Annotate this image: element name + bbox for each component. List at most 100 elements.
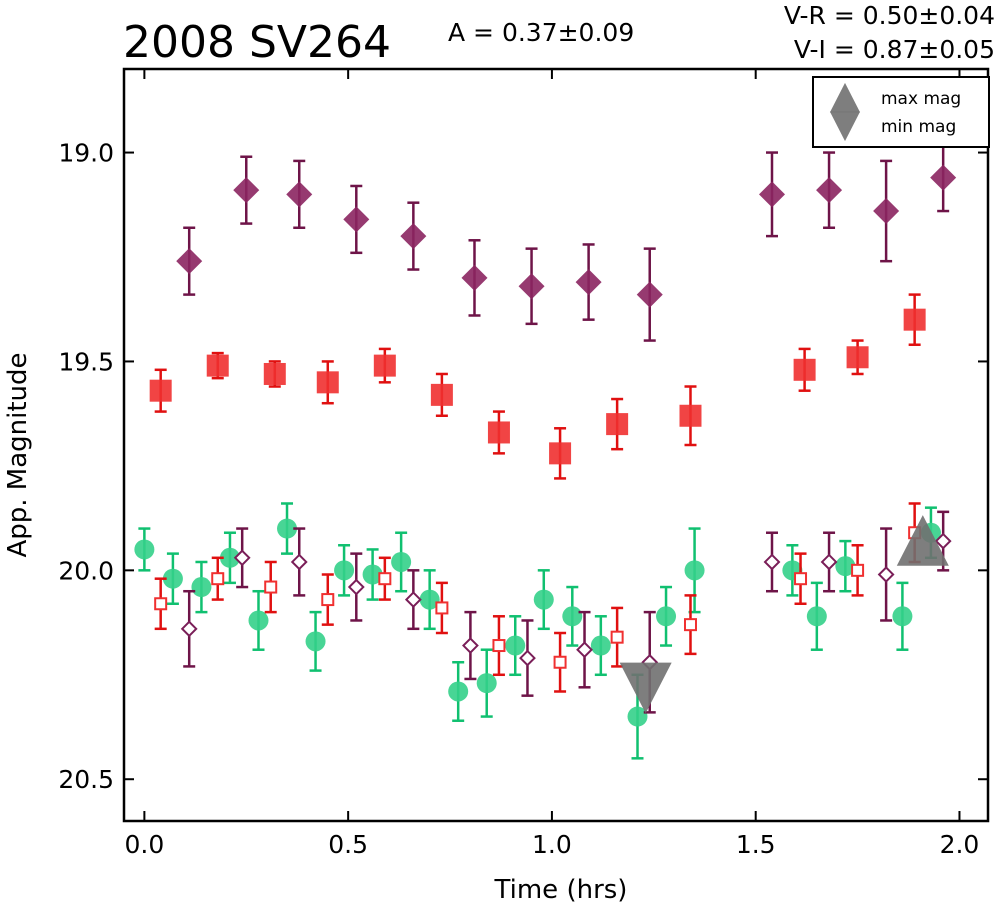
data-point [806,606,827,627]
data-point [419,589,440,610]
data-point [846,346,869,369]
data-point [759,181,785,208]
data-point [930,164,957,191]
data-point [679,404,702,427]
data-point [549,442,572,465]
data-point [191,577,212,598]
data-point [487,421,510,444]
data-point [873,198,900,225]
data-point [264,580,278,594]
data-point [576,641,593,659]
data-series-3 [180,510,952,714]
x-axis-title: Time (hrs) [494,875,628,904]
legend-label: max mag [881,89,961,109]
x-tick-label: 0.0 [124,830,164,859]
chart-title: 2008 SV264 [123,17,391,68]
data-point [518,273,545,300]
y-tick-label: 20.5 [58,765,114,794]
data-point [343,206,370,233]
legend-label: min mag [881,117,956,137]
data-point [211,572,225,586]
data-point [896,515,949,566]
data-point [206,354,229,377]
legend: max mag min mag [812,76,990,148]
data-point [400,223,427,250]
data-point [435,601,449,615]
data-point [277,518,298,539]
data-point [134,539,155,560]
data-point [378,572,392,586]
data-series-6 [896,515,949,566]
x-tick-label: 1.5 [736,830,776,859]
x-tick-label: 0.5 [328,830,368,859]
data-point [233,549,251,567]
data-point [316,371,339,394]
data-point [305,631,326,652]
data-point [154,597,168,611]
data-point [430,383,453,406]
amplitude-annotation: A = 0.37±0.09 [448,18,634,47]
data-point [290,553,308,571]
data-series-2 [134,502,941,760]
data-series-4 [154,502,922,693]
data-point [892,606,913,627]
data-point [321,593,335,607]
plot-frame [122,67,990,823]
data-point [462,637,479,654]
data-point [476,673,497,694]
data-series-0 [176,142,957,342]
data-point [610,630,624,644]
data-point [286,181,313,208]
data-point [149,379,172,402]
data-point [606,413,629,436]
y-tick-label: 20.0 [58,556,114,585]
data-point [627,706,648,727]
data-point [263,362,286,385]
data-point [533,589,554,610]
data-point [656,606,677,627]
data-point [362,564,383,585]
y-axis-title: App. Magnitude [3,352,33,557]
data-point [763,553,781,571]
data-point [903,308,926,331]
data-point [334,560,355,581]
data-point [219,547,240,568]
v-minus-i-annotation: V-I = 0.87±0.05 [794,35,995,64]
data-point [590,635,611,656]
data-point [820,553,838,571]
data-point [793,358,816,381]
y-tick-label: 19.5 [58,347,114,376]
data-point [180,620,198,638]
legend-marker-triangle-up [829,82,861,113]
data-point [553,655,567,669]
x-tick-label: 1.0 [532,830,572,859]
data-point [683,618,697,632]
data-point [636,281,663,308]
y-tick-label: 19.0 [58,139,114,168]
data-point [391,551,412,572]
data-point [176,248,203,275]
data-point [877,566,895,583]
data-point [162,568,183,589]
data-point [519,649,536,667]
data-point [248,610,269,631]
legend-marker-triangle-down [829,111,861,142]
data-series-5 [619,662,672,714]
data-series-1 [149,293,926,480]
data-point [934,532,952,550]
data-point [816,177,843,204]
plot-marks [134,142,957,760]
data-point [505,635,526,656]
data-point [575,269,602,296]
x-tick-label: 2.0 [940,830,980,859]
data-point [835,556,856,577]
v-minus-r-annotation: V-R = 0.50±0.04 [784,1,995,30]
data-point [684,560,705,581]
data-point [448,681,469,702]
data-point [794,572,808,586]
data-point [373,354,396,377]
data-point [233,177,260,204]
data-point [461,264,488,291]
data-point [492,639,506,653]
